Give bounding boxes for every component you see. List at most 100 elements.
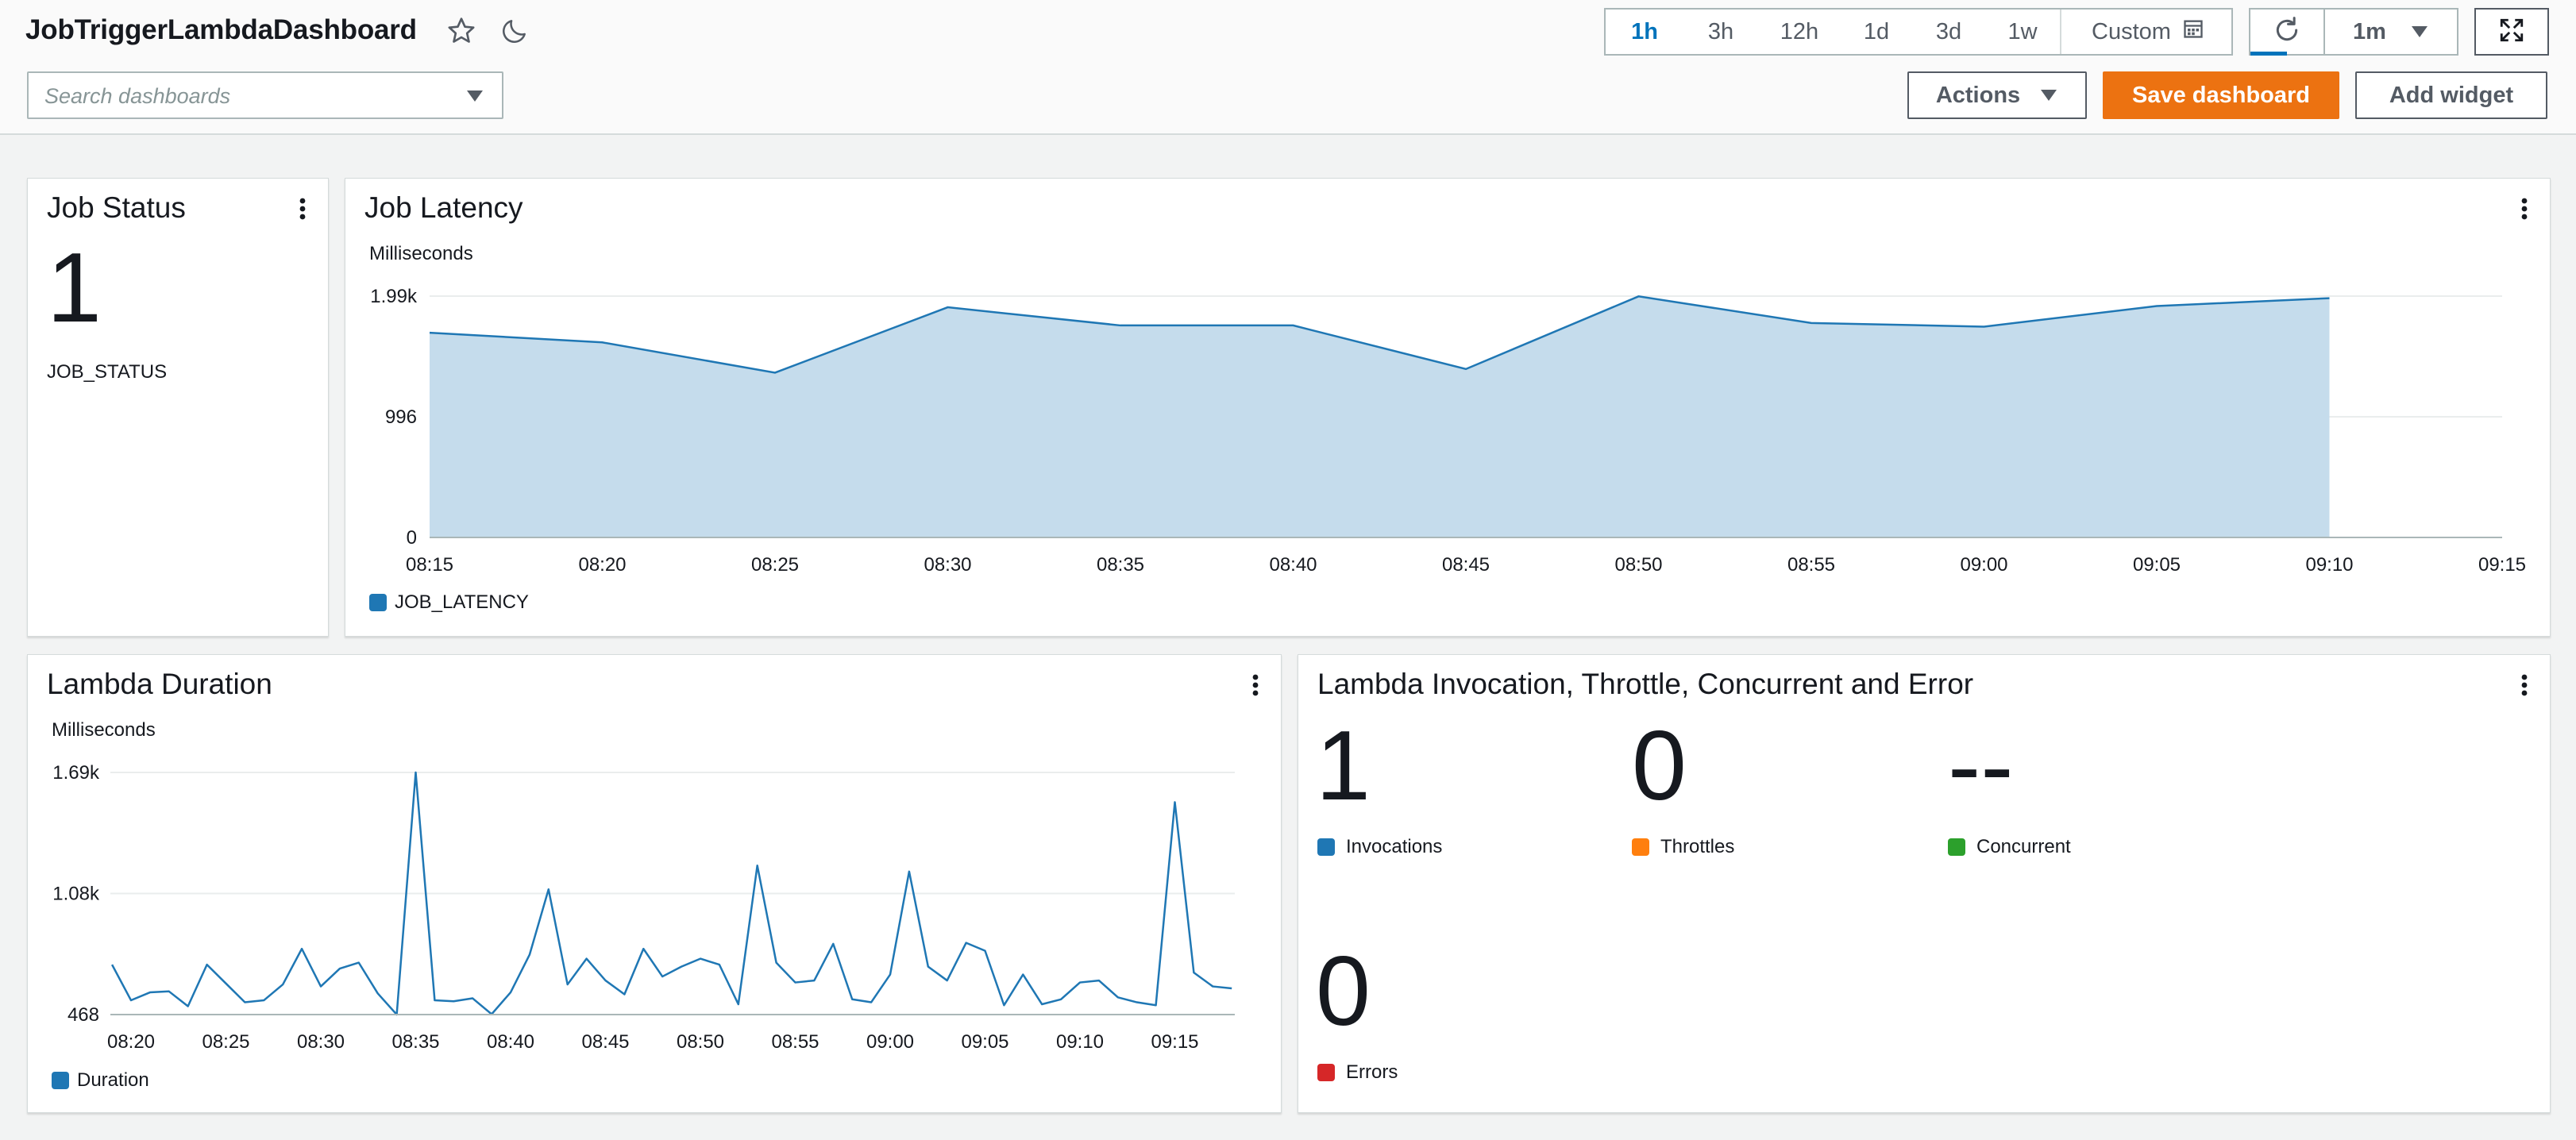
metric-value: 1 <box>1316 711 1371 821</box>
widget-menu-icon[interactable] <box>293 194 312 223</box>
legend-concurrent[interactable]: Concurrent <box>1948 836 2071 858</box>
y-tick-label: 996 <box>385 406 417 428</box>
y-tick-label: 468 <box>67 1004 99 1026</box>
x-tick-label: 09:00 <box>1960 554 2007 576</box>
range-1d[interactable]: 1d <box>1863 18 1890 44</box>
legend-swatch <box>369 594 387 611</box>
legend-swatch <box>1317 838 1335 856</box>
x-tick-label: 08:35 <box>391 1031 439 1053</box>
x-tick-label: 08:20 <box>107 1031 155 1053</box>
metric-value: 0 <box>1632 711 1687 821</box>
range-custom-button[interactable]: Custom <box>2060 10 2231 54</box>
search-dashboards[interactable] <box>27 71 503 119</box>
range-3d[interactable]: 3d <box>1935 18 1962 44</box>
favorite-star-icon[interactable] <box>443 13 480 49</box>
widget-menu-icon[interactable] <box>2515 671 2534 699</box>
metric-value: -- <box>1948 711 2014 821</box>
refresh-control: 1m <box>2249 8 2458 56</box>
fullscreen-button[interactable] <box>2474 8 2549 56</box>
legend-label: Concurrent <box>1976 836 2071 857</box>
legend-swatch <box>1317 1064 1335 1081</box>
metric-value: 0 <box>1316 937 1371 1046</box>
x-tick-label: 09:15 <box>2478 554 2526 576</box>
x-tick-label: 08:55 <box>771 1031 819 1053</box>
dashboard-title: JobTriggerLambdaDashboard <box>25 14 417 45</box>
y-tick-label: 1.99k <box>370 286 418 307</box>
x-tick-label: 08:55 <box>1787 554 1835 576</box>
refresh-button[interactable] <box>2250 10 2325 56</box>
x-tick-label: 09:10 <box>2305 554 2353 576</box>
range-12h[interactable]: 12h <box>1780 18 1819 44</box>
x-tick-label: 09:15 <box>1151 1031 1198 1053</box>
range-1w[interactable]: 1w <box>2007 18 2038 44</box>
x-tick-label: 09:05 <box>2133 554 2181 576</box>
x-tick-label: 08:15 <box>406 554 453 576</box>
x-tick-label: 09:00 <box>866 1031 914 1053</box>
x-tick-label: 08:25 <box>751 554 799 576</box>
widget-title: Job Latency <box>364 191 523 224</box>
x-tick-label: 09:05 <box>961 1031 1008 1053</box>
chevron-down-icon[interactable] <box>465 89 484 107</box>
interval-value: 1m <box>2353 18 2386 44</box>
legend-swatch <box>1632 838 1649 856</box>
x-tick-label: 08:35 <box>1097 554 1144 576</box>
dark-mode-moon-icon[interactable] <box>496 13 533 49</box>
search-input[interactable] <box>44 81 457 111</box>
metric-concurrent: -- <box>1948 717 2014 815</box>
x-tick-label: 08:30 <box>297 1031 345 1053</box>
metric-invocations: 1 <box>1316 717 1371 815</box>
actions-button[interactable]: Actions <box>1907 71 2087 119</box>
legend-label: Errors <box>1346 1061 1398 1083</box>
widget-lambda-invocation: Lambda Invocation, Throttle, Concurrent … <box>1298 654 2551 1113</box>
widget-title: Job Status <box>47 191 186 224</box>
x-tick-label: 09:10 <box>1056 1031 1104 1053</box>
widget-job-status: Job Status 1 JOB_STATUS <box>27 178 329 637</box>
expand-icon <box>2498 17 2525 48</box>
dashboard-header: JobTriggerLambdaDashboard 1h 3h 12h 1d 3… <box>0 0 2576 135</box>
series-area-job-latency <box>430 296 2330 537</box>
time-range-selector: 1h 3h 12h 1d 3d 1w Custom <box>1604 8 2233 56</box>
x-tick-label: 08:20 <box>578 554 626 576</box>
x-tick-label: 08:50 <box>677 1031 724 1053</box>
refresh-interval-select[interactable]: 1m <box>2325 10 2457 54</box>
legend-label: JOB_LATENCY <box>395 591 529 613</box>
x-tick-label: 08:40 <box>1269 554 1317 576</box>
chart-legend[interactable]: Duration <box>52 1069 149 1092</box>
widget-menu-icon[interactable] <box>2515 194 2534 223</box>
range-1h[interactable]: 1h <box>1631 18 1658 44</box>
legend-label: Throttles <box>1660 836 1735 857</box>
y-tick-label: 0 <box>407 527 417 549</box>
legend-label: Invocations <box>1346 836 1443 857</box>
chevron-down-icon <box>2039 83 2058 109</box>
legend-throttles[interactable]: Throttles <box>1632 836 1734 858</box>
widget-job-latency: Job Latency Milliseconds 0 996 1.99k 08:15 08… <box>345 178 2551 637</box>
legend-swatch <box>1948 838 1965 856</box>
x-tick-label: 08:45 <box>1442 554 1490 576</box>
x-tick-label: 08:40 <box>487 1031 534 1053</box>
y-axis-unit-label: Milliseconds <box>52 719 156 741</box>
add-widget-button[interactable]: Add widget <box>2355 71 2547 119</box>
y-tick-label: 1.08k <box>52 884 100 905</box>
status-label: JOB_STATUS <box>47 361 168 383</box>
series-line-duration <box>110 771 1232 1016</box>
metric-throttles: 0 <box>1632 717 1687 815</box>
series-line-job-latency <box>429 295 2330 374</box>
x-tick-label: 08:30 <box>924 554 971 576</box>
chart-legend[interactable]: JOB_LATENCY <box>369 591 529 614</box>
range-3h[interactable]: 3h <box>1707 18 1734 44</box>
save-dashboard-button[interactable]: Save dashboard <box>2103 71 2339 119</box>
x-tick-label: 08:45 <box>581 1031 629 1053</box>
calendar-icon <box>2182 17 2204 46</box>
custom-label: Custom <box>2092 18 2171 44</box>
x-tick-label: 08:50 <box>1614 554 1662 576</box>
widget-menu-icon[interactable] <box>1246 671 1265 699</box>
chevron-down-icon <box>2410 19 2429 45</box>
legend-errors[interactable]: Errors <box>1317 1061 1398 1084</box>
actions-label: Actions <box>1935 82 2021 108</box>
widget-title: Lambda Duration <box>47 668 272 700</box>
metric-errors: 0 <box>1316 942 1371 1041</box>
refresh-icon <box>2271 14 2303 50</box>
legend-swatch <box>52 1072 69 1089</box>
y-tick-label: 1.69k <box>52 762 100 784</box>
legend-invocations[interactable]: Invocations <box>1317 836 1442 858</box>
